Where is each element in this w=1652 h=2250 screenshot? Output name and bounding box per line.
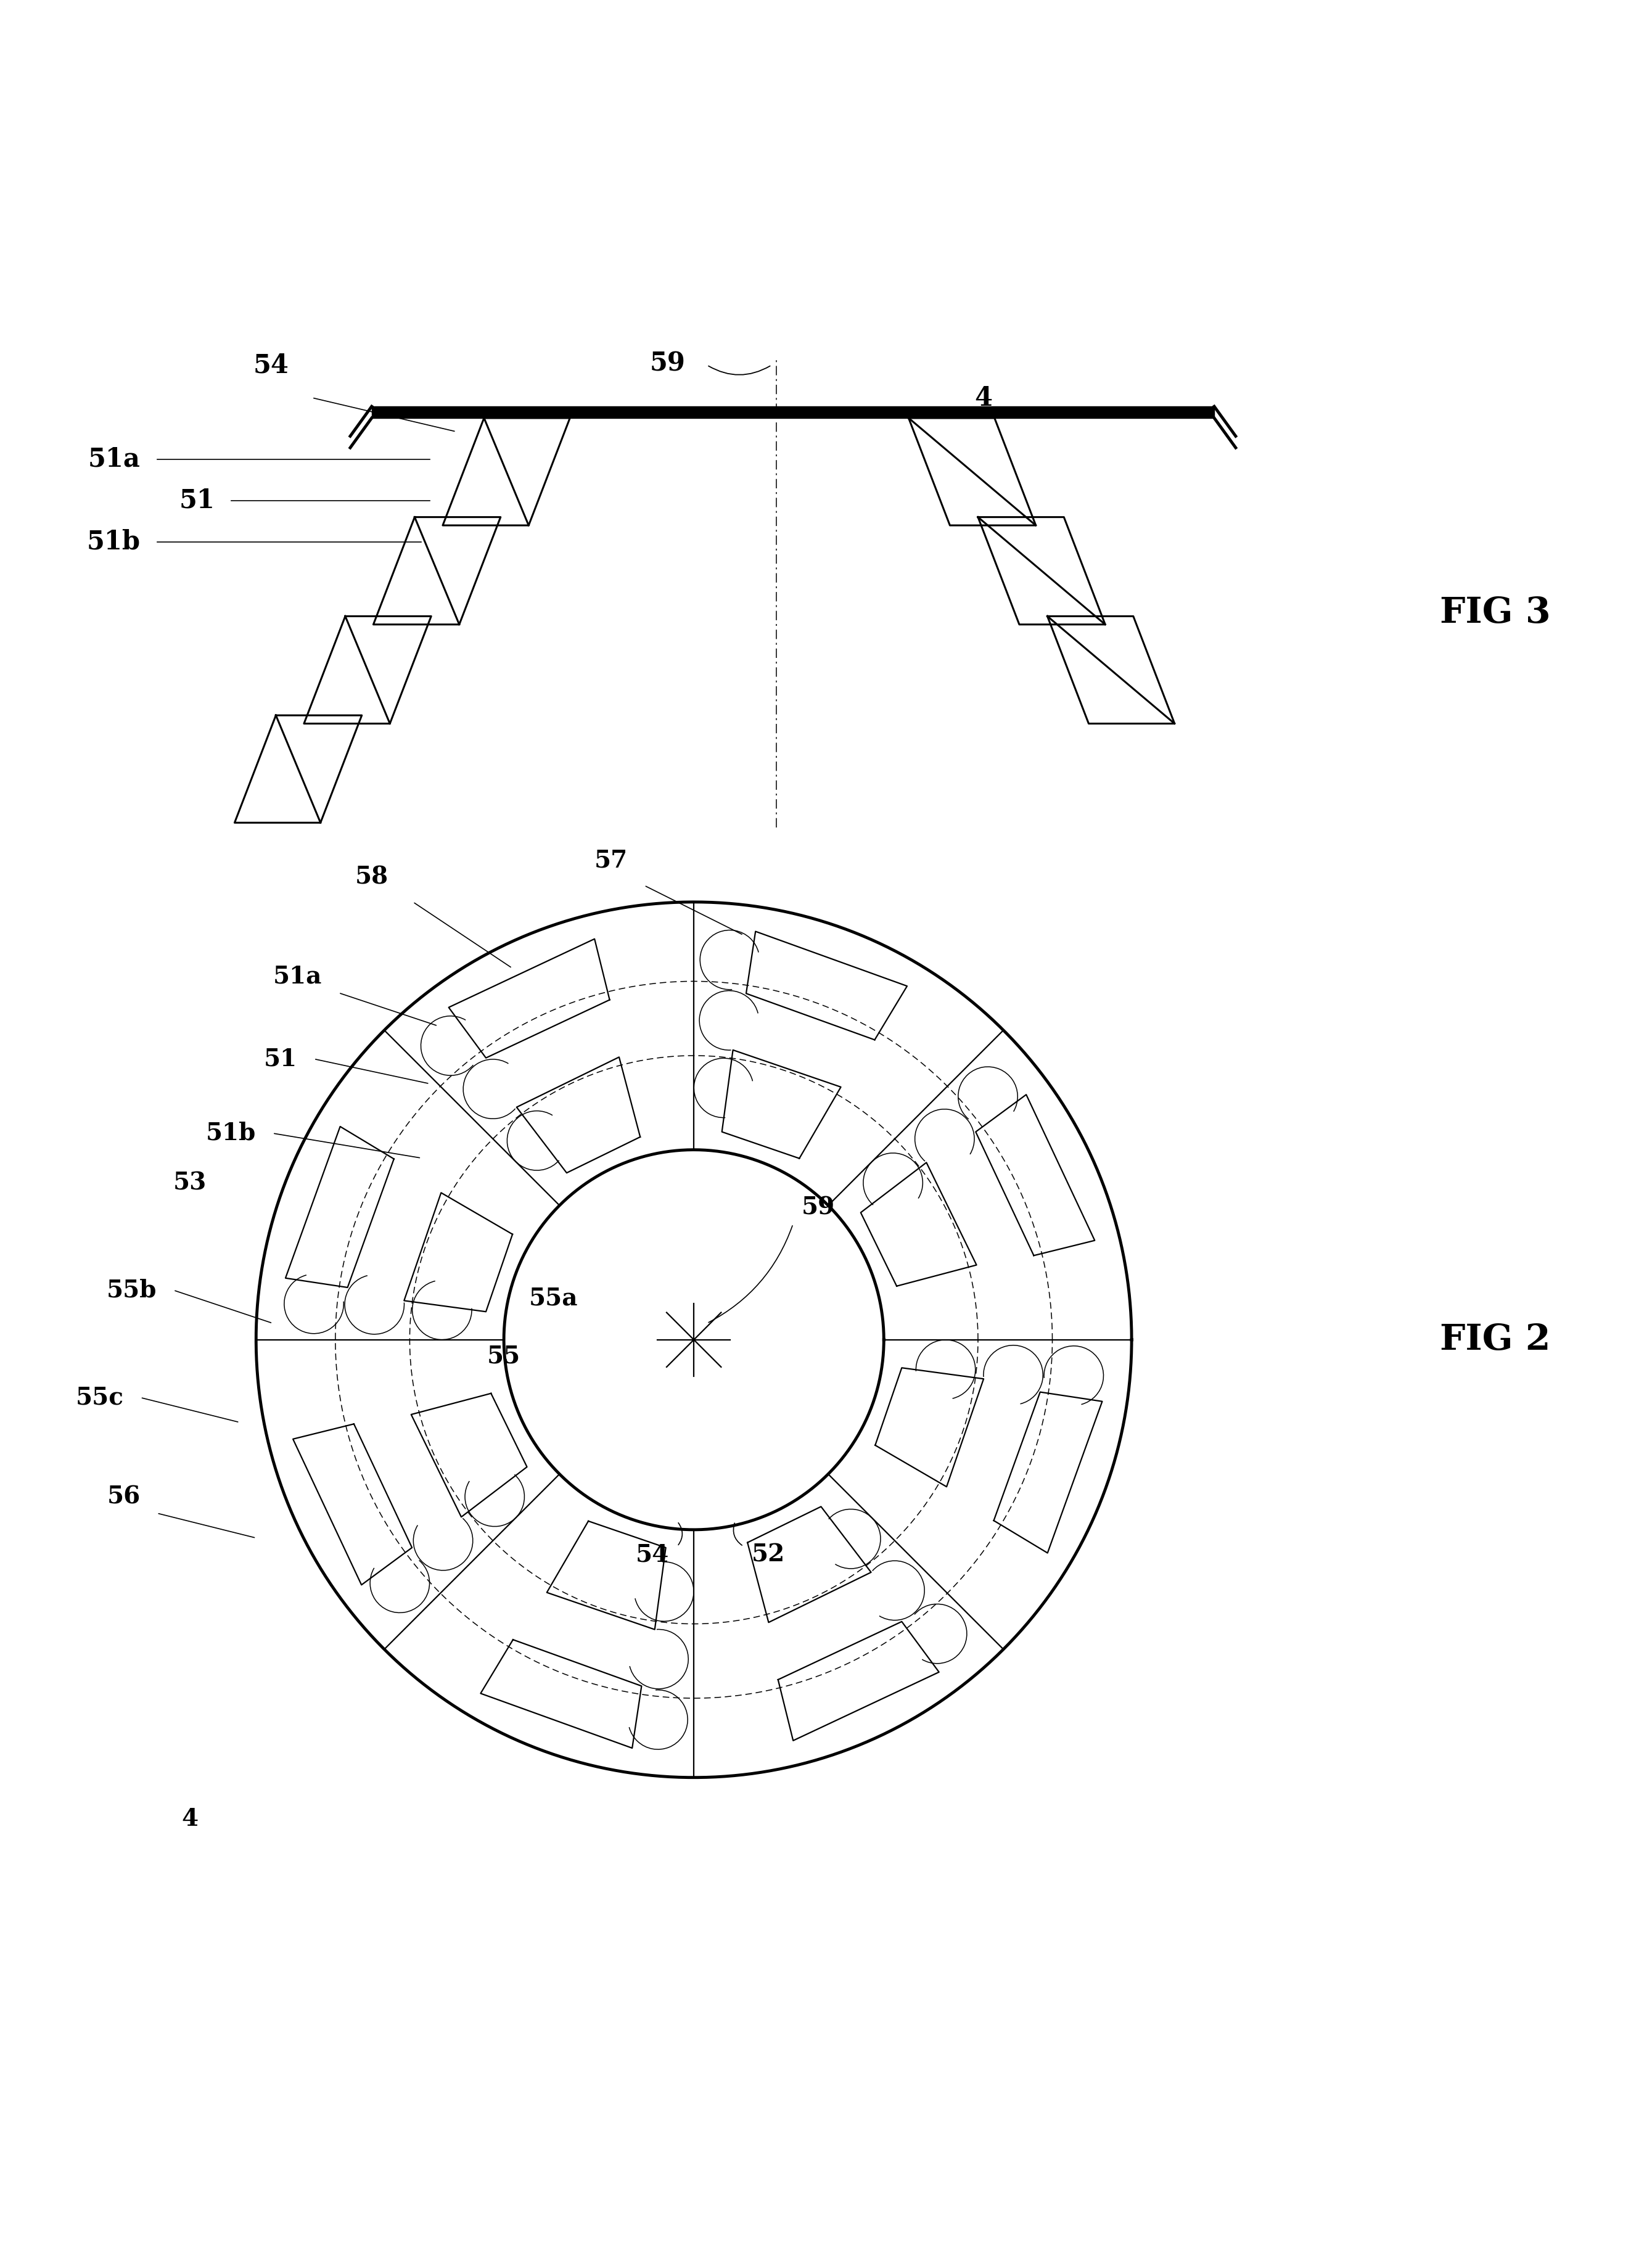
Text: 55b: 55b xyxy=(107,1278,157,1303)
Text: 56: 56 xyxy=(107,1485,140,1508)
Text: 51b: 51b xyxy=(88,529,140,556)
Text: 51a: 51a xyxy=(88,446,140,472)
Text: 51b: 51b xyxy=(206,1120,256,1145)
Text: 4: 4 xyxy=(182,1807,198,1832)
Text: 54: 54 xyxy=(253,353,289,378)
Text: 54: 54 xyxy=(636,1544,669,1566)
Bar xyxy=(372,407,1214,418)
Text: 58: 58 xyxy=(355,866,388,889)
Text: 51: 51 xyxy=(264,1046,297,1071)
Text: 51a: 51a xyxy=(273,965,322,988)
Text: FIG 3: FIG 3 xyxy=(1439,596,1551,630)
Text: 59: 59 xyxy=(649,351,686,376)
Text: 59: 59 xyxy=(801,1197,834,1220)
Text: 55a: 55a xyxy=(529,1287,578,1309)
Text: 51: 51 xyxy=(178,488,215,513)
Text: 52: 52 xyxy=(752,1544,785,1566)
Text: 4: 4 xyxy=(975,385,993,412)
Text: 55: 55 xyxy=(487,1345,520,1368)
Text: FIG 2: FIG 2 xyxy=(1439,1323,1551,1357)
Text: 53: 53 xyxy=(173,1170,206,1195)
Text: 57: 57 xyxy=(595,848,628,873)
Text: 55c: 55c xyxy=(76,1386,124,1409)
